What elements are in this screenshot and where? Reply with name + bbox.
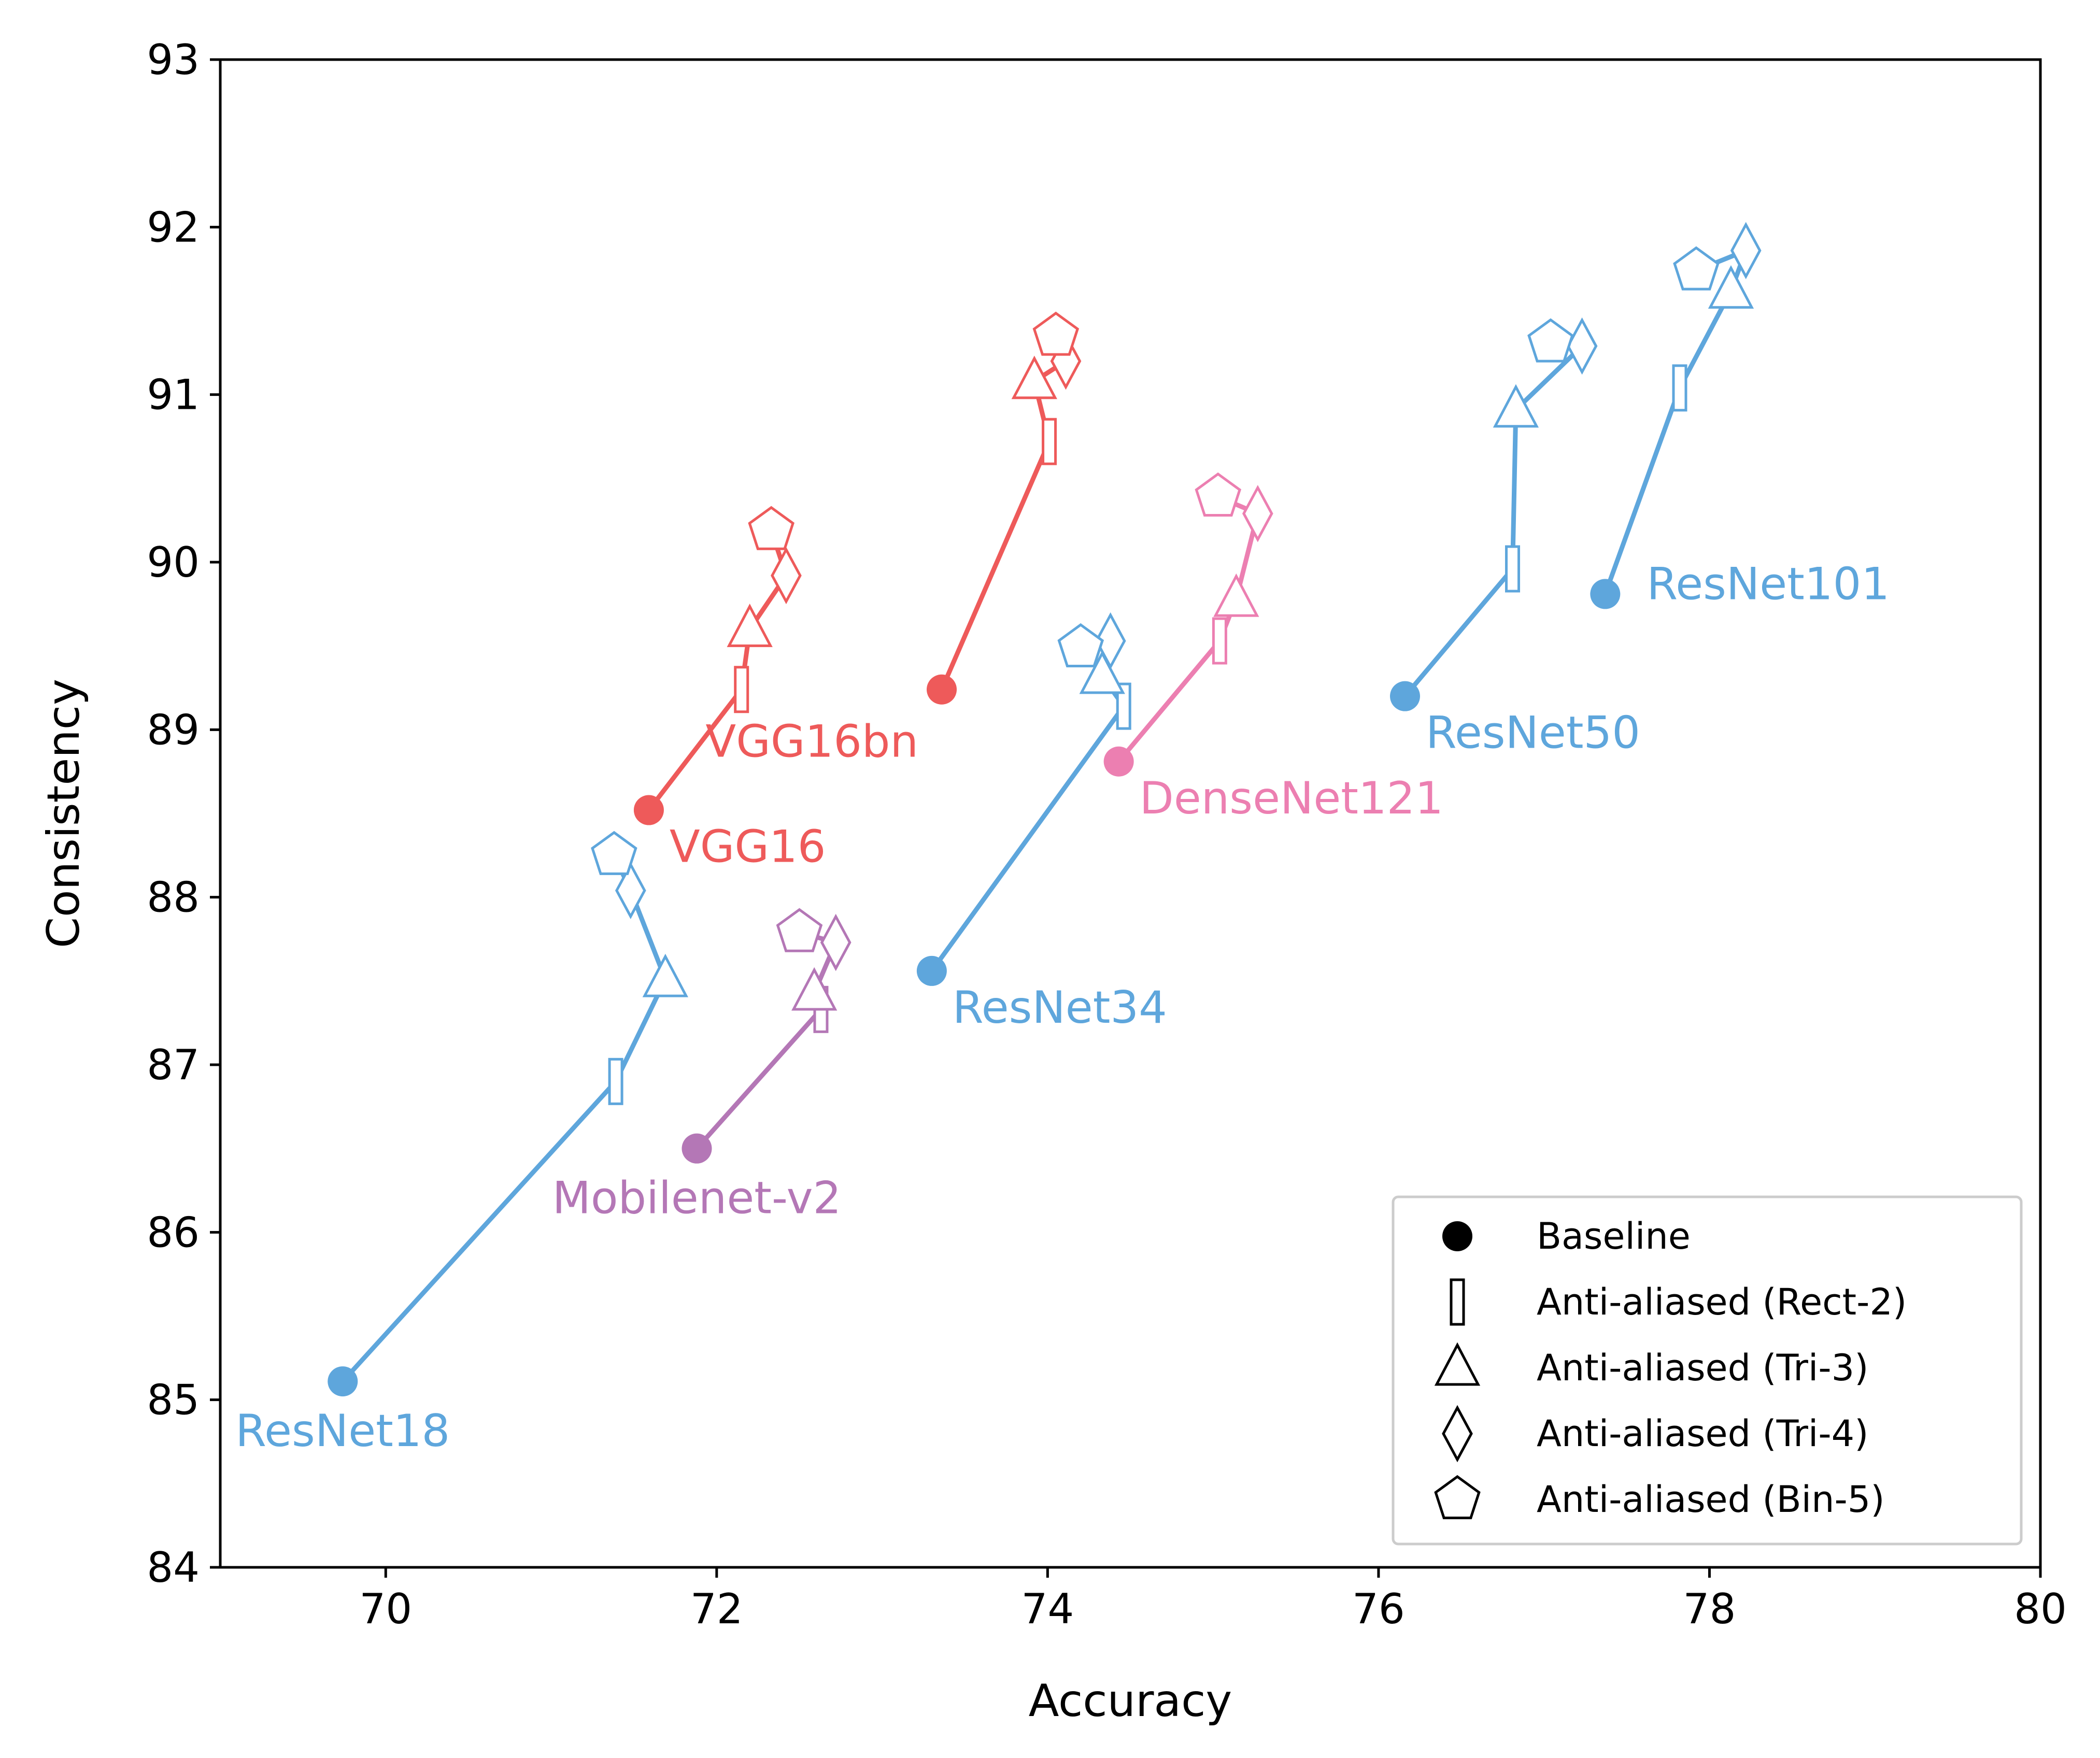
point-pentagon — [1527, 318, 1574, 363]
point-rect — [1212, 617, 1227, 665]
model-label: VGG16bn — [705, 716, 918, 768]
y-tick-label: 89 — [147, 706, 200, 754]
point-diamond — [1095, 612, 1126, 670]
y-tick-label: 85 — [147, 1376, 200, 1424]
point-diamond — [615, 862, 646, 919]
y-tick-label: 90 — [147, 538, 200, 587]
point-diamond — [1730, 222, 1762, 279]
legend-label: Anti-aliased (Rect-2) — [1537, 1281, 1907, 1323]
point-baseline — [328, 1366, 358, 1397]
point-baseline — [633, 795, 664, 825]
series-resnet50 — [1389, 317, 1598, 711]
x-tick-label: 80 — [2014, 1585, 2067, 1633]
legend-marker-diamond — [1442, 1405, 1473, 1463]
model-label: DenseNet121 — [1140, 773, 1443, 824]
point-pentagon — [1195, 472, 1242, 517]
legend-marker-triangle — [1434, 1342, 1481, 1386]
x-axis: 70 72 74 76 78 80 — [359, 1567, 2067, 1633]
point-triangle — [1213, 573, 1259, 617]
point-baseline — [1590, 579, 1621, 609]
legend: Baseline Anti-aliased (Rect-2) Anti-aliase… — [1392, 1195, 2023, 1546]
legend-marker-pentagon — [1434, 1475, 1481, 1520]
point-pentagon — [1673, 246, 1720, 291]
legend-label: Anti-aliased (Tri-3) — [1537, 1347, 1868, 1389]
point-triangle — [727, 603, 773, 647]
y-tick-label: 93 — [147, 36, 200, 84]
point-diamond — [1242, 484, 1273, 542]
point-diamond — [771, 547, 802, 605]
point-triangle — [1011, 355, 1057, 399]
x-tick-label: 78 — [1683, 1585, 1736, 1633]
x-tick-label: 70 — [359, 1585, 412, 1633]
series-resnet18 — [328, 831, 688, 1397]
point-rect — [608, 1057, 623, 1105]
point-rect — [734, 666, 749, 713]
y-tick-label: 92 — [147, 203, 200, 251]
point-pentagon — [1057, 623, 1104, 667]
model-labels: VGG16 VGG16bn ResNet18 ResNet34 ResNet50 ResN… — [235, 558, 1890, 1457]
point-triangle — [1708, 265, 1754, 309]
y-tick-label: 86 — [147, 1208, 200, 1256]
y-axis: 84 85 86 87 88 89 90 91 92 93 — [147, 36, 220, 1592]
y-tick-label: 91 — [147, 371, 200, 419]
point-pentagon — [748, 506, 794, 550]
point-baseline — [916, 955, 947, 986]
point-rect — [1672, 364, 1687, 412]
point-pentagon — [1032, 311, 1080, 356]
model-label: ResNet34 — [953, 982, 1167, 1034]
point-rect — [1042, 418, 1057, 465]
point-diamond — [820, 913, 852, 971]
point-triangle — [642, 953, 688, 997]
point-baseline — [682, 1133, 712, 1164]
y-tick-label: 84 — [147, 1543, 200, 1592]
model-label: ResNet18 — [235, 1405, 450, 1457]
point-rect — [1505, 545, 1521, 593]
series-layer — [328, 222, 1762, 1397]
series-vgg16 — [633, 506, 802, 825]
point-rect — [1116, 682, 1131, 730]
series-resnet34 — [916, 612, 1131, 986]
legend-marker-rect — [1450, 1278, 1465, 1326]
series-vgg16bn — [927, 311, 1082, 705]
point-baseline — [927, 674, 957, 705]
point-pentagon — [591, 831, 637, 875]
legend-label: Anti-aliased (Tri-4) — [1537, 1412, 1868, 1455]
legend-box — [1392, 1195, 2023, 1546]
x-tick-label: 76 — [1352, 1585, 1405, 1633]
series-densenet121 — [1103, 472, 1273, 777]
point-triangle — [1079, 650, 1125, 694]
model-label: Mobilenet-v2 — [552, 1173, 842, 1224]
model-label: VGG16 — [670, 821, 826, 873]
x-axis-title: Accuracy — [1029, 1675, 1232, 1727]
y-axis-title: Consistency — [38, 679, 90, 948]
point-baseline — [1389, 681, 1420, 711]
point-pentagon — [776, 908, 823, 952]
x-tick-label: 74 — [1021, 1585, 1074, 1633]
y-tick-label: 88 — [147, 874, 200, 922]
x-tick-label: 72 — [690, 1585, 743, 1633]
model-label: ResNet101 — [1647, 558, 1890, 610]
point-baseline — [1103, 746, 1134, 777]
point-triangle — [791, 967, 838, 1011]
legend-label: Baseline — [1537, 1215, 1691, 1257]
legend-label: Anti-aliased (Bin-5) — [1537, 1478, 1885, 1521]
series-resnet101 — [1590, 222, 1762, 609]
plot-frame — [219, 58, 2042, 1569]
model-label: ResNet50 — [1426, 707, 1640, 759]
point-triangle — [1493, 384, 1539, 428]
y-tick-label: 87 — [147, 1041, 200, 1089]
series-mobilenet-v2 — [682, 908, 852, 1164]
legend-marker-baseline — [1442, 1221, 1472, 1251]
